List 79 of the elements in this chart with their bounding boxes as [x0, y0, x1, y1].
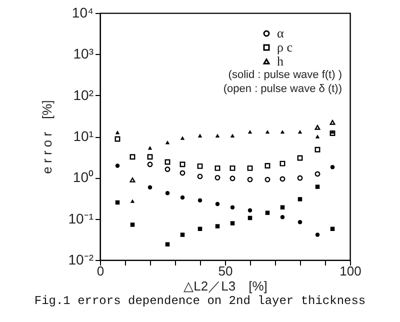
point	[215, 224, 220, 228]
point	[197, 163, 203, 169]
point	[165, 191, 170, 196]
point	[180, 136, 185, 140]
annotation: (solid : pulse wave f(t) )	[228, 69, 342, 81]
point	[115, 164, 120, 168]
point	[165, 242, 170, 246]
point	[230, 165, 236, 171]
point	[148, 146, 152, 150]
y-axis-title: e r r o r [%]	[39, 100, 54, 174]
legend-label: h	[277, 54, 284, 68]
point	[315, 134, 320, 138]
y-tick-label: 10²	[73, 86, 94, 103]
point	[280, 205, 285, 210]
point	[165, 140, 170, 144]
x-tick-label: 100	[340, 264, 362, 278]
text: Fig.1 errors dependence on 2nd layer thickness	[34, 294, 366, 308]
point	[130, 199, 135, 203]
point	[315, 184, 320, 189]
point	[298, 130, 302, 134]
point	[180, 232, 185, 237]
point	[247, 165, 253, 171]
point	[330, 120, 336, 125]
point	[180, 170, 186, 176]
point	[198, 198, 202, 203]
point	[130, 222, 135, 227]
point	[164, 159, 170, 165]
point	[280, 130, 285, 134]
y-tick-label: 10¹	[73, 128, 94, 144]
point	[114, 136, 120, 142]
point	[147, 162, 153, 168]
point	[248, 208, 252, 213]
point	[180, 162, 186, 168]
legend-label: α	[277, 26, 284, 40]
point	[330, 165, 335, 170]
point	[265, 210, 270, 215]
point	[315, 232, 320, 237]
point	[214, 165, 220, 171]
point	[297, 155, 303, 161]
point	[298, 197, 302, 202]
point	[164, 166, 170, 172]
point	[230, 176, 236, 182]
point	[230, 205, 235, 210]
point	[247, 176, 253, 182]
y-tick-label: 10³	[73, 46, 94, 62]
point	[148, 185, 152, 190]
point	[280, 215, 285, 220]
point	[180, 195, 185, 200]
point	[314, 125, 320, 130]
x-tick-label: 50	[218, 264, 233, 278]
point	[214, 174, 220, 180]
point	[314, 146, 320, 152]
point	[230, 134, 235, 138]
point	[280, 176, 286, 182]
point	[230, 221, 235, 226]
point	[130, 178, 136, 182]
point	[280, 160, 286, 166]
point	[197, 174, 203, 180]
annotation: (open : pulse wave δ (t))	[223, 83, 342, 95]
point	[130, 154, 136, 160]
point	[215, 134, 220, 138]
point	[198, 134, 202, 138]
y-tick-label: 10⁰	[72, 169, 94, 186]
point	[298, 220, 302, 224]
point	[264, 176, 270, 182]
legend-label: ρ c	[277, 40, 293, 54]
point	[265, 130, 270, 134]
x-axis-title: △L2／L3 [%]	[184, 278, 268, 294]
y-tick-label: 10⁻¹	[68, 210, 94, 226]
point	[215, 202, 220, 206]
point	[248, 130, 252, 134]
x-tick-label: 0	[96, 264, 104, 278]
point	[147, 154, 153, 160]
point	[297, 175, 303, 181]
point	[314, 171, 320, 177]
point	[115, 130, 120, 134]
y-tick-label: 10⁻²	[68, 252, 94, 268]
point	[264, 163, 270, 168]
y-tick-label: 10⁴	[72, 4, 94, 20]
